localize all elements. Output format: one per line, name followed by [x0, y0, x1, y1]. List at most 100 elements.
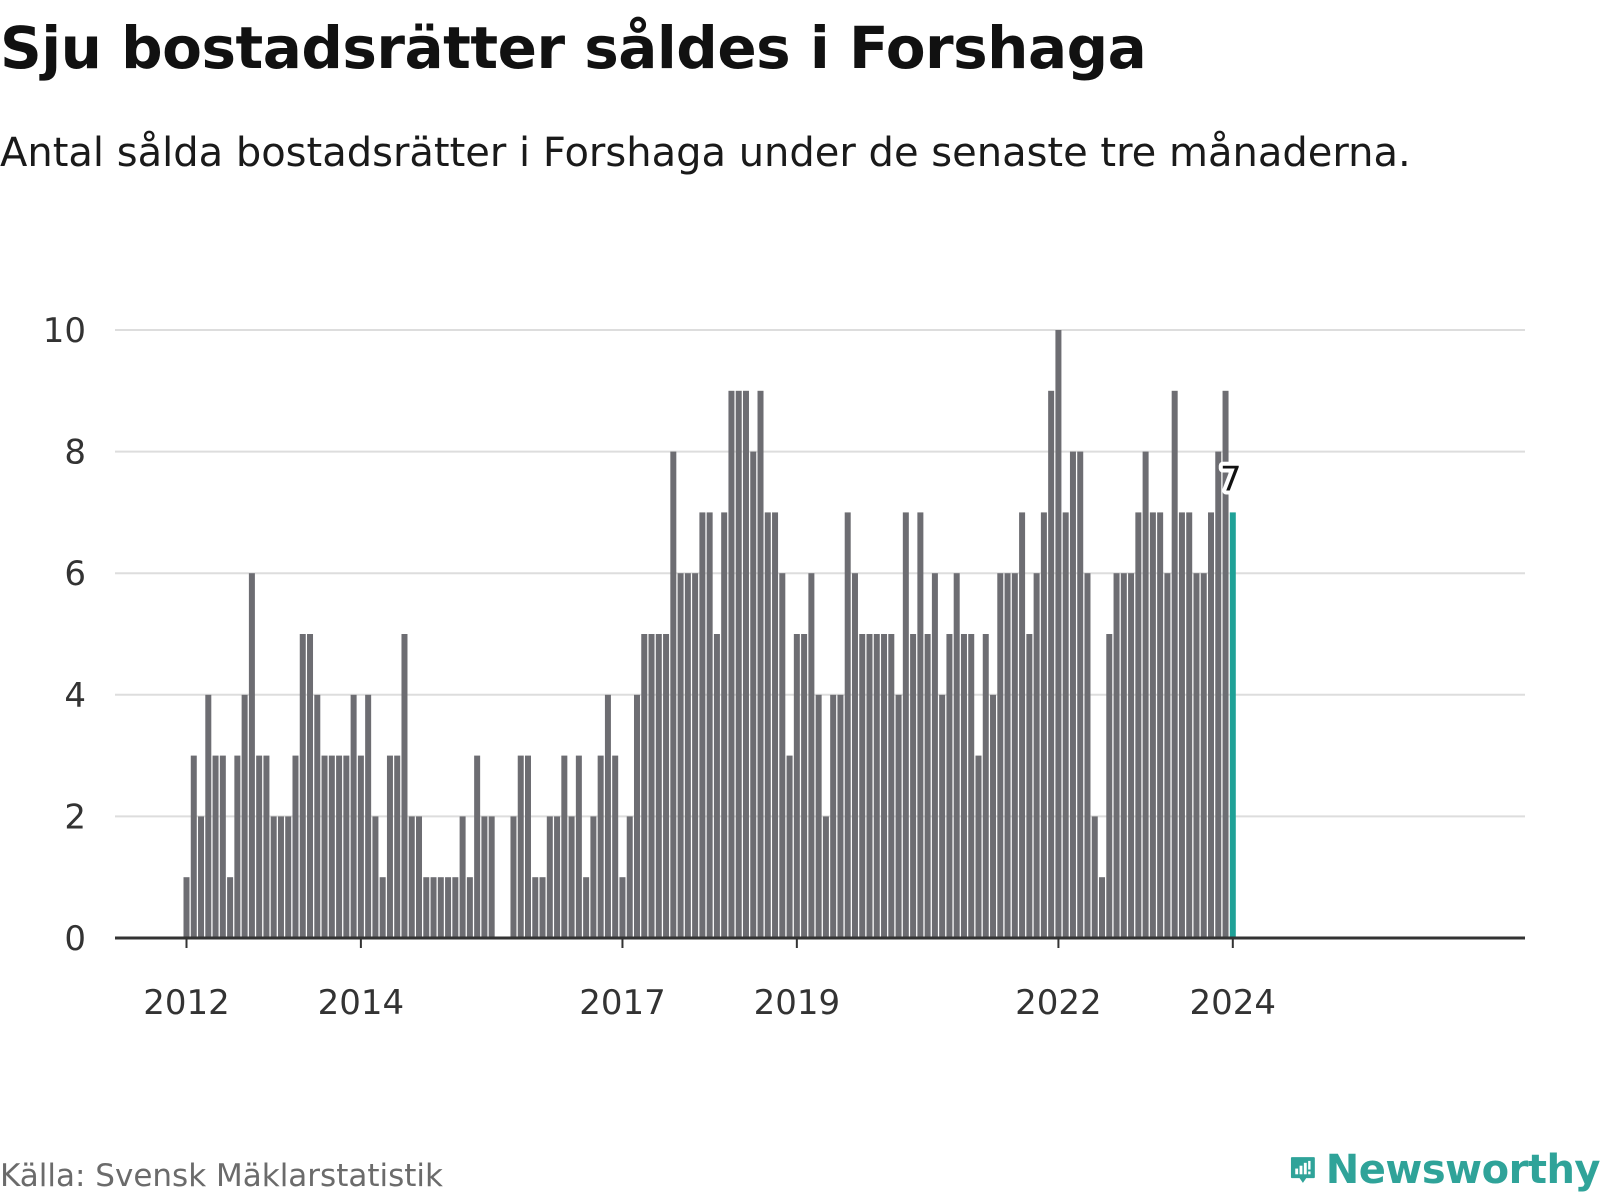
bar: [575, 755, 582, 938]
bar: [1091, 816, 1098, 938]
highlight-value-label: 7: [1220, 459, 1242, 499]
bar: [830, 694, 837, 938]
bar: [902, 512, 909, 938]
bar: [757, 390, 764, 938]
bar: [655, 634, 662, 938]
bar: [1040, 512, 1047, 938]
bar: [793, 634, 800, 938]
y-tick-label: 10: [43, 311, 86, 351]
bar: [343, 755, 350, 938]
bar: [772, 512, 779, 938]
bar: [539, 877, 546, 938]
bar: [205, 694, 212, 938]
bar: [822, 816, 829, 938]
bar-highlight: [1229, 512, 1236, 938]
bar: [1186, 512, 1193, 938]
bar: [699, 512, 706, 938]
bar: [1208, 512, 1215, 938]
bar: [1048, 390, 1055, 938]
bar: [234, 755, 241, 938]
bar: [525, 755, 531, 938]
bar: [626, 816, 633, 938]
bar: [873, 634, 880, 938]
bar: [910, 634, 917, 938]
bar: [445, 877, 452, 938]
bar: [517, 755, 524, 938]
bar: [219, 755, 226, 938]
y-tick-label: 2: [64, 797, 86, 837]
y-axis-labels: 0 2 4 6 8 10: [43, 311, 86, 959]
bar: [1215, 451, 1222, 938]
bar: [292, 755, 299, 938]
bar: [1069, 451, 1076, 938]
bar: [1026, 634, 1033, 938]
chart-title: Sju bostadsrätter såldes i Forshaga: [0, 14, 1147, 82]
bar: [285, 816, 292, 938]
bar: [263, 755, 270, 938]
bar: [1106, 634, 1113, 938]
bar: [1055, 330, 1062, 938]
source-note: Källa: Svensk Mäklarstatistik: [0, 1158, 443, 1194]
bar: [786, 755, 793, 938]
bar: [946, 634, 953, 938]
x-tick-label: 2024: [1190, 983, 1277, 1023]
bar: [721, 512, 728, 938]
bar: [692, 573, 699, 938]
bar: [372, 816, 379, 938]
annotations: 7: [1216, 455, 1246, 503]
bar: [960, 634, 967, 938]
bar: [1011, 573, 1018, 938]
bar: [321, 755, 328, 938]
bar: [270, 816, 277, 938]
bar: [481, 816, 488, 938]
bar: [466, 877, 473, 938]
bar: [764, 512, 771, 938]
bar: [437, 877, 444, 938]
bar: [1193, 573, 1200, 938]
bar: [881, 634, 888, 938]
bar: [742, 390, 749, 938]
bar: [452, 877, 459, 938]
bar: [713, 634, 720, 938]
bar: [750, 451, 757, 938]
bar: [408, 816, 415, 938]
bar: [277, 816, 284, 938]
bar: [416, 816, 423, 938]
bar: [546, 816, 553, 938]
bar: [706, 512, 713, 938]
bar: [888, 634, 895, 938]
bar: [851, 573, 858, 938]
bar: [1033, 573, 1040, 938]
bar: [256, 755, 263, 938]
bar: [401, 634, 408, 938]
bar: [212, 755, 219, 938]
brand-name: Newsworthy: [1325, 1147, 1600, 1193]
y-tick-label: 6: [64, 554, 86, 594]
bar: [997, 573, 1004, 938]
bar: [779, 573, 786, 938]
bar: [365, 694, 372, 938]
y-tick-label: 0: [64, 919, 86, 959]
bar: [248, 573, 255, 938]
bar: [583, 877, 590, 938]
brand-logo: Newsworthy: [1290, 1140, 1600, 1200]
bar: [801, 634, 808, 938]
bar: [990, 694, 997, 938]
bar: [939, 694, 946, 938]
x-tick-label: 2017: [579, 983, 666, 1023]
bar: [198, 816, 205, 938]
bar: [619, 877, 626, 938]
x-tick-label: 2014: [318, 983, 405, 1023]
bar: [350, 694, 357, 938]
bar: [684, 573, 691, 938]
bar: [1120, 573, 1127, 938]
bar: [568, 816, 575, 938]
bar: [379, 877, 386, 938]
bar: [1128, 573, 1135, 938]
newsworthy-logo-icon: [1290, 1157, 1315, 1183]
bar: [1157, 512, 1164, 938]
x-tick-label: 2022: [1015, 983, 1102, 1023]
bar: [968, 634, 975, 938]
bar: [917, 512, 924, 938]
bar: [328, 755, 335, 938]
